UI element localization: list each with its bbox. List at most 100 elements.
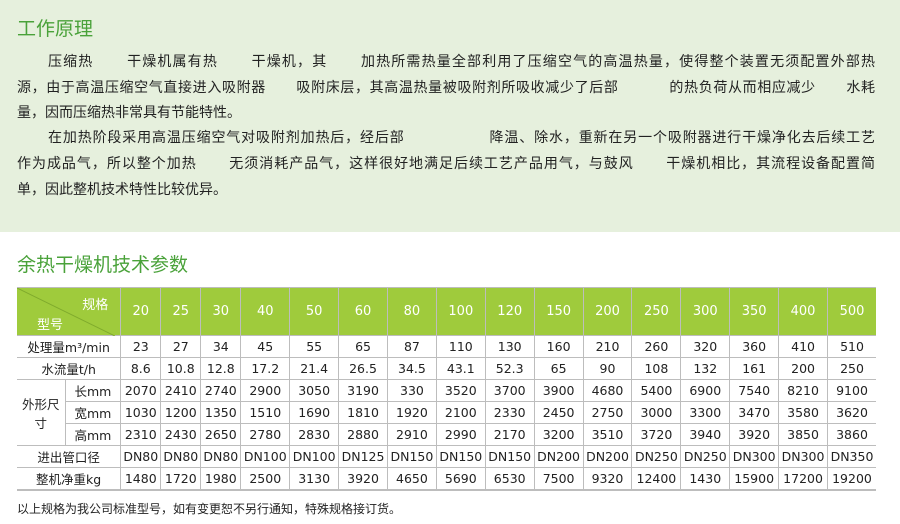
table-cell: 2880 bbox=[338, 423, 388, 446]
table-cell: DN150 bbox=[484, 445, 535, 468]
table-cell: 45 bbox=[240, 335, 291, 358]
table-cell: 34 bbox=[200, 335, 242, 358]
column-header: 500 bbox=[827, 287, 876, 336]
table-cell: 21.4 bbox=[289, 357, 340, 380]
table-cell: 1430 bbox=[680, 467, 731, 491]
table-cell: 250 bbox=[827, 357, 876, 380]
table-cell: 510 bbox=[827, 335, 876, 358]
working-principle-section: 工作原理 压缩热 干燥机属有热 干燥机，其 加热所需热量全部利用了压缩空气的高温… bbox=[0, 0, 900, 232]
table-cell: 1350 bbox=[200, 401, 242, 424]
table-cell: 1980 bbox=[200, 467, 242, 491]
row-label: 进出管口径 bbox=[17, 445, 122, 468]
table-cell: DN250 bbox=[631, 445, 682, 468]
table-cell: 1030 bbox=[120, 401, 162, 424]
row-label: 整机净重kg bbox=[17, 467, 122, 491]
table-cell: 3520 bbox=[435, 379, 486, 402]
table-cell: 65 bbox=[533, 357, 584, 380]
table-cell: DN150 bbox=[435, 445, 486, 468]
table-cell: 27 bbox=[160, 335, 202, 358]
table-cell: 7540 bbox=[729, 379, 780, 402]
column-header: 350 bbox=[729, 287, 780, 336]
table-cell: 9320 bbox=[582, 467, 633, 491]
table-cell: DN150 bbox=[386, 445, 437, 468]
table-cell: DN80 bbox=[160, 445, 202, 468]
table-cell: 130 bbox=[484, 335, 535, 358]
table-cell: DN125 bbox=[338, 445, 388, 468]
table-cell: DN350 bbox=[827, 445, 876, 468]
table-cell: 23 bbox=[120, 335, 162, 358]
table-row: 高mm 2310 2430 2650 2780 2830 2880 2910 2990 2170 3… bbox=[17, 423, 876, 446]
column-header: 120 bbox=[484, 287, 535, 336]
table-cell: 3850 bbox=[778, 423, 828, 446]
table-cell: 2430 bbox=[160, 423, 202, 446]
table-cell: 2410 bbox=[160, 379, 202, 402]
header-spec: 规格 bbox=[82, 298, 109, 313]
column-header: 100 bbox=[435, 287, 486, 336]
row-label: 高mm bbox=[65, 423, 122, 446]
table-cell: 3200 bbox=[533, 423, 584, 446]
table-cell: 320 bbox=[680, 335, 731, 358]
table-cell: 19200 bbox=[827, 467, 876, 491]
table-cell: DN250 bbox=[680, 445, 731, 468]
column-header: 80 bbox=[386, 287, 437, 336]
table-row: 宽mm 1030 1200 1350 1510 1690 1810 1920 2100 2330 2… bbox=[17, 401, 876, 424]
column-header: 30 bbox=[200, 287, 242, 336]
paragraph-line: 单，因此整机技术特性比较优异。 bbox=[17, 182, 227, 198]
table-cell: DN300 bbox=[778, 445, 828, 468]
table-cell: 15900 bbox=[729, 467, 780, 491]
table-cell: 90 bbox=[582, 357, 633, 380]
column-header: 20 bbox=[120, 287, 162, 336]
table-cell: 3470 bbox=[729, 401, 780, 424]
table-cell: 1920 bbox=[386, 401, 437, 424]
table-cell: DN100 bbox=[240, 445, 291, 468]
table-cell: 160 bbox=[533, 335, 584, 358]
column-header: 150 bbox=[533, 287, 584, 336]
table-cell: 3130 bbox=[289, 467, 340, 491]
table-cell: 3300 bbox=[680, 401, 731, 424]
table-cell: 26.5 bbox=[338, 357, 388, 380]
table-cell: 9100 bbox=[827, 379, 876, 402]
corner-header: 规格 型号 bbox=[17, 287, 122, 336]
table-cell: 6900 bbox=[680, 379, 731, 402]
table-cell: 4680 bbox=[582, 379, 633, 402]
table-cell: 2500 bbox=[240, 467, 291, 491]
table-cell: DN100 bbox=[289, 445, 340, 468]
table-cell: 132 bbox=[680, 357, 731, 380]
table-cell: 12400 bbox=[631, 467, 682, 491]
table-cell: 3920 bbox=[338, 467, 388, 491]
table-row: 整机净重kg 1480 1720 1980 2500 3130 3920 4650 5690 65… bbox=[17, 467, 876, 491]
row-label: 处理量m³/min bbox=[17, 335, 122, 358]
table-cell: 1510 bbox=[240, 401, 291, 424]
table-cell: 3000 bbox=[631, 401, 682, 424]
table-cell: 3920 bbox=[729, 423, 780, 446]
table-cell: 2740 bbox=[200, 379, 242, 402]
column-header: 300 bbox=[680, 287, 731, 336]
table-cell: 161 bbox=[729, 357, 780, 380]
paragraph-line: 压缩热 干燥机属有热 干燥机，其 加热所需热量全部利用了压缩空气的高温热量，使得… bbox=[48, 54, 875, 70]
table-cell: 1200 bbox=[160, 401, 202, 424]
table-cell: 2450 bbox=[533, 401, 584, 424]
table-cell: 2830 bbox=[289, 423, 340, 446]
table-cell: 3700 bbox=[484, 379, 535, 402]
table-cell: 260 bbox=[631, 335, 682, 358]
table-cell: 8210 bbox=[778, 379, 828, 402]
row-group-label: 外形尺寸 bbox=[17, 379, 66, 446]
table-cell: 12.8 bbox=[200, 357, 242, 380]
column-header: 50 bbox=[289, 287, 340, 336]
table-cell: 3510 bbox=[582, 423, 633, 446]
table-cell: 3940 bbox=[680, 423, 731, 446]
table-cell: 2330 bbox=[484, 401, 535, 424]
table-cell: 3860 bbox=[827, 423, 876, 446]
paragraph-line: 作为成品气，所以整个加热 无须消耗产品气，这样很好地满足后续工艺产品用气，与鼓风… bbox=[17, 156, 875, 172]
table-cell: 65 bbox=[338, 335, 388, 358]
table-cell: 3190 bbox=[338, 379, 388, 402]
table-cell: DN200 bbox=[582, 445, 633, 468]
table-row: 外形尺寸 长mm 2070 2410 2740 2900 3050 3190 330 3520 37… bbox=[17, 379, 876, 446]
column-header: 25 bbox=[160, 287, 202, 336]
paragraph-line: 在加热阶段采用高温压缩空气对吸附剂加热后，经后部 降温、除水，重新在另一个吸附器… bbox=[48, 130, 875, 146]
table-cell: 17200 bbox=[778, 467, 828, 491]
table-row: 处理量m³/min 23 27 34 45 55 65 87 110 130 160 210 260 32… bbox=[17, 335, 876, 358]
table-cell: 2170 bbox=[484, 423, 535, 446]
column-header: 200 bbox=[582, 287, 633, 336]
table-cell: 2750 bbox=[582, 401, 633, 424]
